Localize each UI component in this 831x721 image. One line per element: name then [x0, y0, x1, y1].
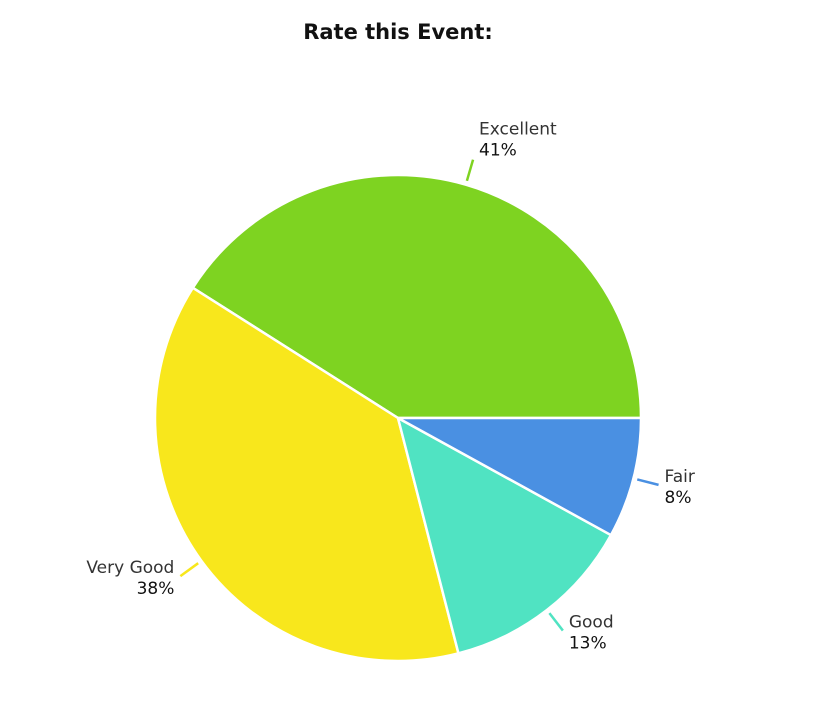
pie-slice: [397, 416, 643, 537]
leader-line: [179, 562, 199, 578]
leader-line: [636, 478, 659, 487]
slice-value-label: 8%: [665, 488, 692, 508]
pie-slice: [153, 286, 460, 663]
chart-title: Rate this Event:: [303, 20, 493, 44]
slice-label: Very Good: [86, 558, 174, 578]
slice-label: Good: [569, 613, 614, 633]
leader-line: [465, 159, 475, 182]
pie-slice: [396, 415, 613, 655]
slice-value-label: 41%: [479, 141, 517, 161]
leader-line: [548, 612, 564, 632]
slice-label: Excellent: [479, 120, 557, 140]
slice-value-label: 38%: [137, 579, 175, 599]
slice-value-label: 13%: [569, 634, 607, 654]
pie-slice: [191, 173, 643, 420]
slice-label: Fair: [665, 467, 695, 487]
